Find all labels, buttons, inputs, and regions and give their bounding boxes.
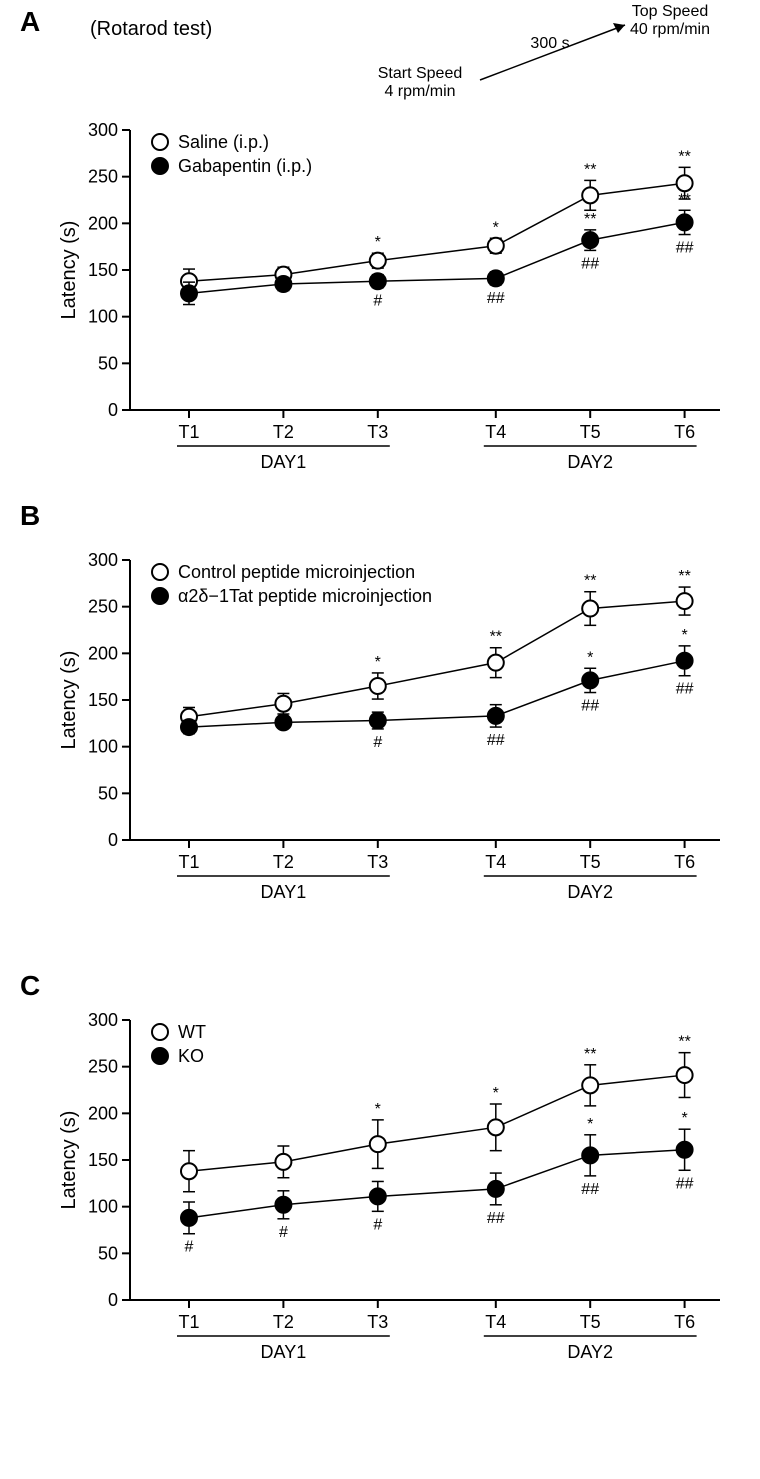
svg-text:T4: T4 xyxy=(485,422,506,442)
svg-text:T3: T3 xyxy=(367,422,388,442)
svg-text:##: ## xyxy=(487,732,505,749)
svg-text:250: 250 xyxy=(88,597,118,617)
svg-text:**: ** xyxy=(490,629,502,646)
svg-text:T6: T6 xyxy=(674,852,695,872)
svg-text:**: ** xyxy=(678,148,690,165)
svg-text:##: ## xyxy=(581,698,599,715)
svg-text:#: # xyxy=(373,734,382,751)
svg-text:T4: T4 xyxy=(485,852,506,872)
chart-c: 0 50 100 150 200 250 300 Latency (s) T1 T2 T3 T4 T5 T… xyxy=(50,1000,740,1460)
svg-text:DAY1: DAY1 xyxy=(261,452,307,472)
svg-text:300: 300 xyxy=(88,120,118,140)
svg-text:Latency (s): Latency (s) xyxy=(58,1111,80,1210)
svg-text:WT: WT xyxy=(178,1022,206,1042)
svg-text:DAY2: DAY2 xyxy=(567,882,613,902)
svg-text:T2: T2 xyxy=(273,852,294,872)
svg-text:**: ** xyxy=(678,1034,690,1051)
svg-text:*: * xyxy=(375,1101,381,1118)
panel-letter-c: C xyxy=(20,970,40,1002)
svg-text:T1: T1 xyxy=(178,1312,199,1332)
top-speed-l1: Top Speed xyxy=(632,3,709,20)
top-speed-l2: 40 rpm/min xyxy=(630,21,710,38)
svg-text:DAY2: DAY2 xyxy=(567,452,613,472)
chart-b: 0 50 100 150 200 250 300 Latency (s) T1 T2 T3 T4 T5 T… xyxy=(50,540,740,960)
svg-text:*: * xyxy=(493,1085,499,1102)
svg-text:#: # xyxy=(373,1216,382,1233)
svg-text:**: ** xyxy=(678,191,690,208)
svg-text:100: 100 xyxy=(88,737,118,757)
start-speed-l2: 4 rpm/min xyxy=(384,83,455,100)
svg-text:100: 100 xyxy=(88,1197,118,1217)
svg-text:Gabapentin (i.p.): Gabapentin (i.p.) xyxy=(178,156,312,176)
svg-text:50: 50 xyxy=(98,1243,118,1263)
svg-text:##: ## xyxy=(581,1181,599,1198)
start-speed-l1: Start Speed xyxy=(378,65,463,82)
svg-text:200: 200 xyxy=(88,643,118,663)
svg-text:##: ## xyxy=(487,1210,505,1227)
svg-text:0: 0 xyxy=(108,400,118,420)
chart-a: 0 50 100 150 200 250 300 Latency (s) T1 T2 T3 T4 T5 T… xyxy=(50,110,740,490)
svg-text:Saline (i.p.): Saline (i.p.) xyxy=(178,132,269,152)
svg-text:T3: T3 xyxy=(367,1312,388,1332)
svg-text:##: ## xyxy=(676,681,694,698)
svg-text:T4: T4 xyxy=(485,1312,506,1332)
rotarod-label: (Rotarod test) xyxy=(90,18,212,41)
svg-text:KO: KO xyxy=(178,1046,204,1066)
svg-text:#: # xyxy=(279,1224,288,1241)
svg-text:*: * xyxy=(587,649,593,666)
svg-text:DAY1: DAY1 xyxy=(261,1342,307,1362)
svg-text:300: 300 xyxy=(88,550,118,570)
svg-text:α2δ−1Tat peptide microinjectio: α2δ−1Tat peptide microinjection xyxy=(178,586,432,606)
svg-text:*: * xyxy=(493,219,499,236)
svg-text:##: ## xyxy=(487,290,505,307)
svg-text:250: 250 xyxy=(88,1057,118,1077)
svg-text:##: ## xyxy=(676,240,694,257)
svg-text:150: 150 xyxy=(88,690,118,710)
svg-text:**: ** xyxy=(584,161,596,178)
svg-text:250: 250 xyxy=(88,167,118,187)
svg-text:T6: T6 xyxy=(674,1312,695,1332)
svg-text:T5: T5 xyxy=(580,1312,601,1332)
svg-text:*: * xyxy=(375,234,381,251)
mid-label: 300 s xyxy=(530,35,569,52)
svg-text:**: ** xyxy=(584,573,596,590)
svg-text:T1: T1 xyxy=(178,852,199,872)
svg-text:#: # xyxy=(373,293,382,310)
svg-text:T2: T2 xyxy=(273,422,294,442)
svg-text:200: 200 xyxy=(88,1103,118,1123)
svg-text:DAY2: DAY2 xyxy=(567,1342,613,1362)
svg-text:##: ## xyxy=(676,1175,694,1192)
svg-text:150: 150 xyxy=(88,260,118,280)
speed-arrow-anno: Start Speed 4 rpm/min 300 s Top Speed 40… xyxy=(350,0,750,110)
svg-text:50: 50 xyxy=(98,783,118,803)
svg-text:0: 0 xyxy=(108,1290,118,1310)
svg-text:*: * xyxy=(681,1110,687,1127)
svg-text:*: * xyxy=(681,627,687,644)
svg-text:##: ## xyxy=(581,255,599,272)
svg-text:T5: T5 xyxy=(580,852,601,872)
svg-text:**: ** xyxy=(678,568,690,585)
panel-letter-b: B xyxy=(20,500,40,532)
svg-text:T2: T2 xyxy=(273,1312,294,1332)
svg-text:150: 150 xyxy=(88,1150,118,1170)
svg-text:T6: T6 xyxy=(674,422,695,442)
svg-text:50: 50 xyxy=(98,353,118,373)
svg-text:*: * xyxy=(587,1116,593,1133)
svg-text:**: ** xyxy=(584,211,596,228)
svg-text:T1: T1 xyxy=(178,422,199,442)
svg-text:200: 200 xyxy=(88,213,118,233)
svg-text:Control peptide microinjection: Control peptide microinjection xyxy=(178,562,415,582)
svg-text:300: 300 xyxy=(88,1010,118,1030)
svg-text:Latency (s): Latency (s) xyxy=(58,221,80,320)
svg-text:*: * xyxy=(375,654,381,671)
svg-text:Latency (s): Latency (s) xyxy=(58,651,80,750)
svg-text:**: ** xyxy=(584,1046,596,1063)
svg-text:0: 0 xyxy=(108,830,118,850)
svg-text:T3: T3 xyxy=(367,852,388,872)
svg-text:T5: T5 xyxy=(580,422,601,442)
svg-text:#: # xyxy=(185,1239,194,1256)
svg-text:100: 100 xyxy=(88,307,118,327)
svg-text:DAY1: DAY1 xyxy=(261,882,307,902)
panel-letter-a: A xyxy=(20,6,40,38)
